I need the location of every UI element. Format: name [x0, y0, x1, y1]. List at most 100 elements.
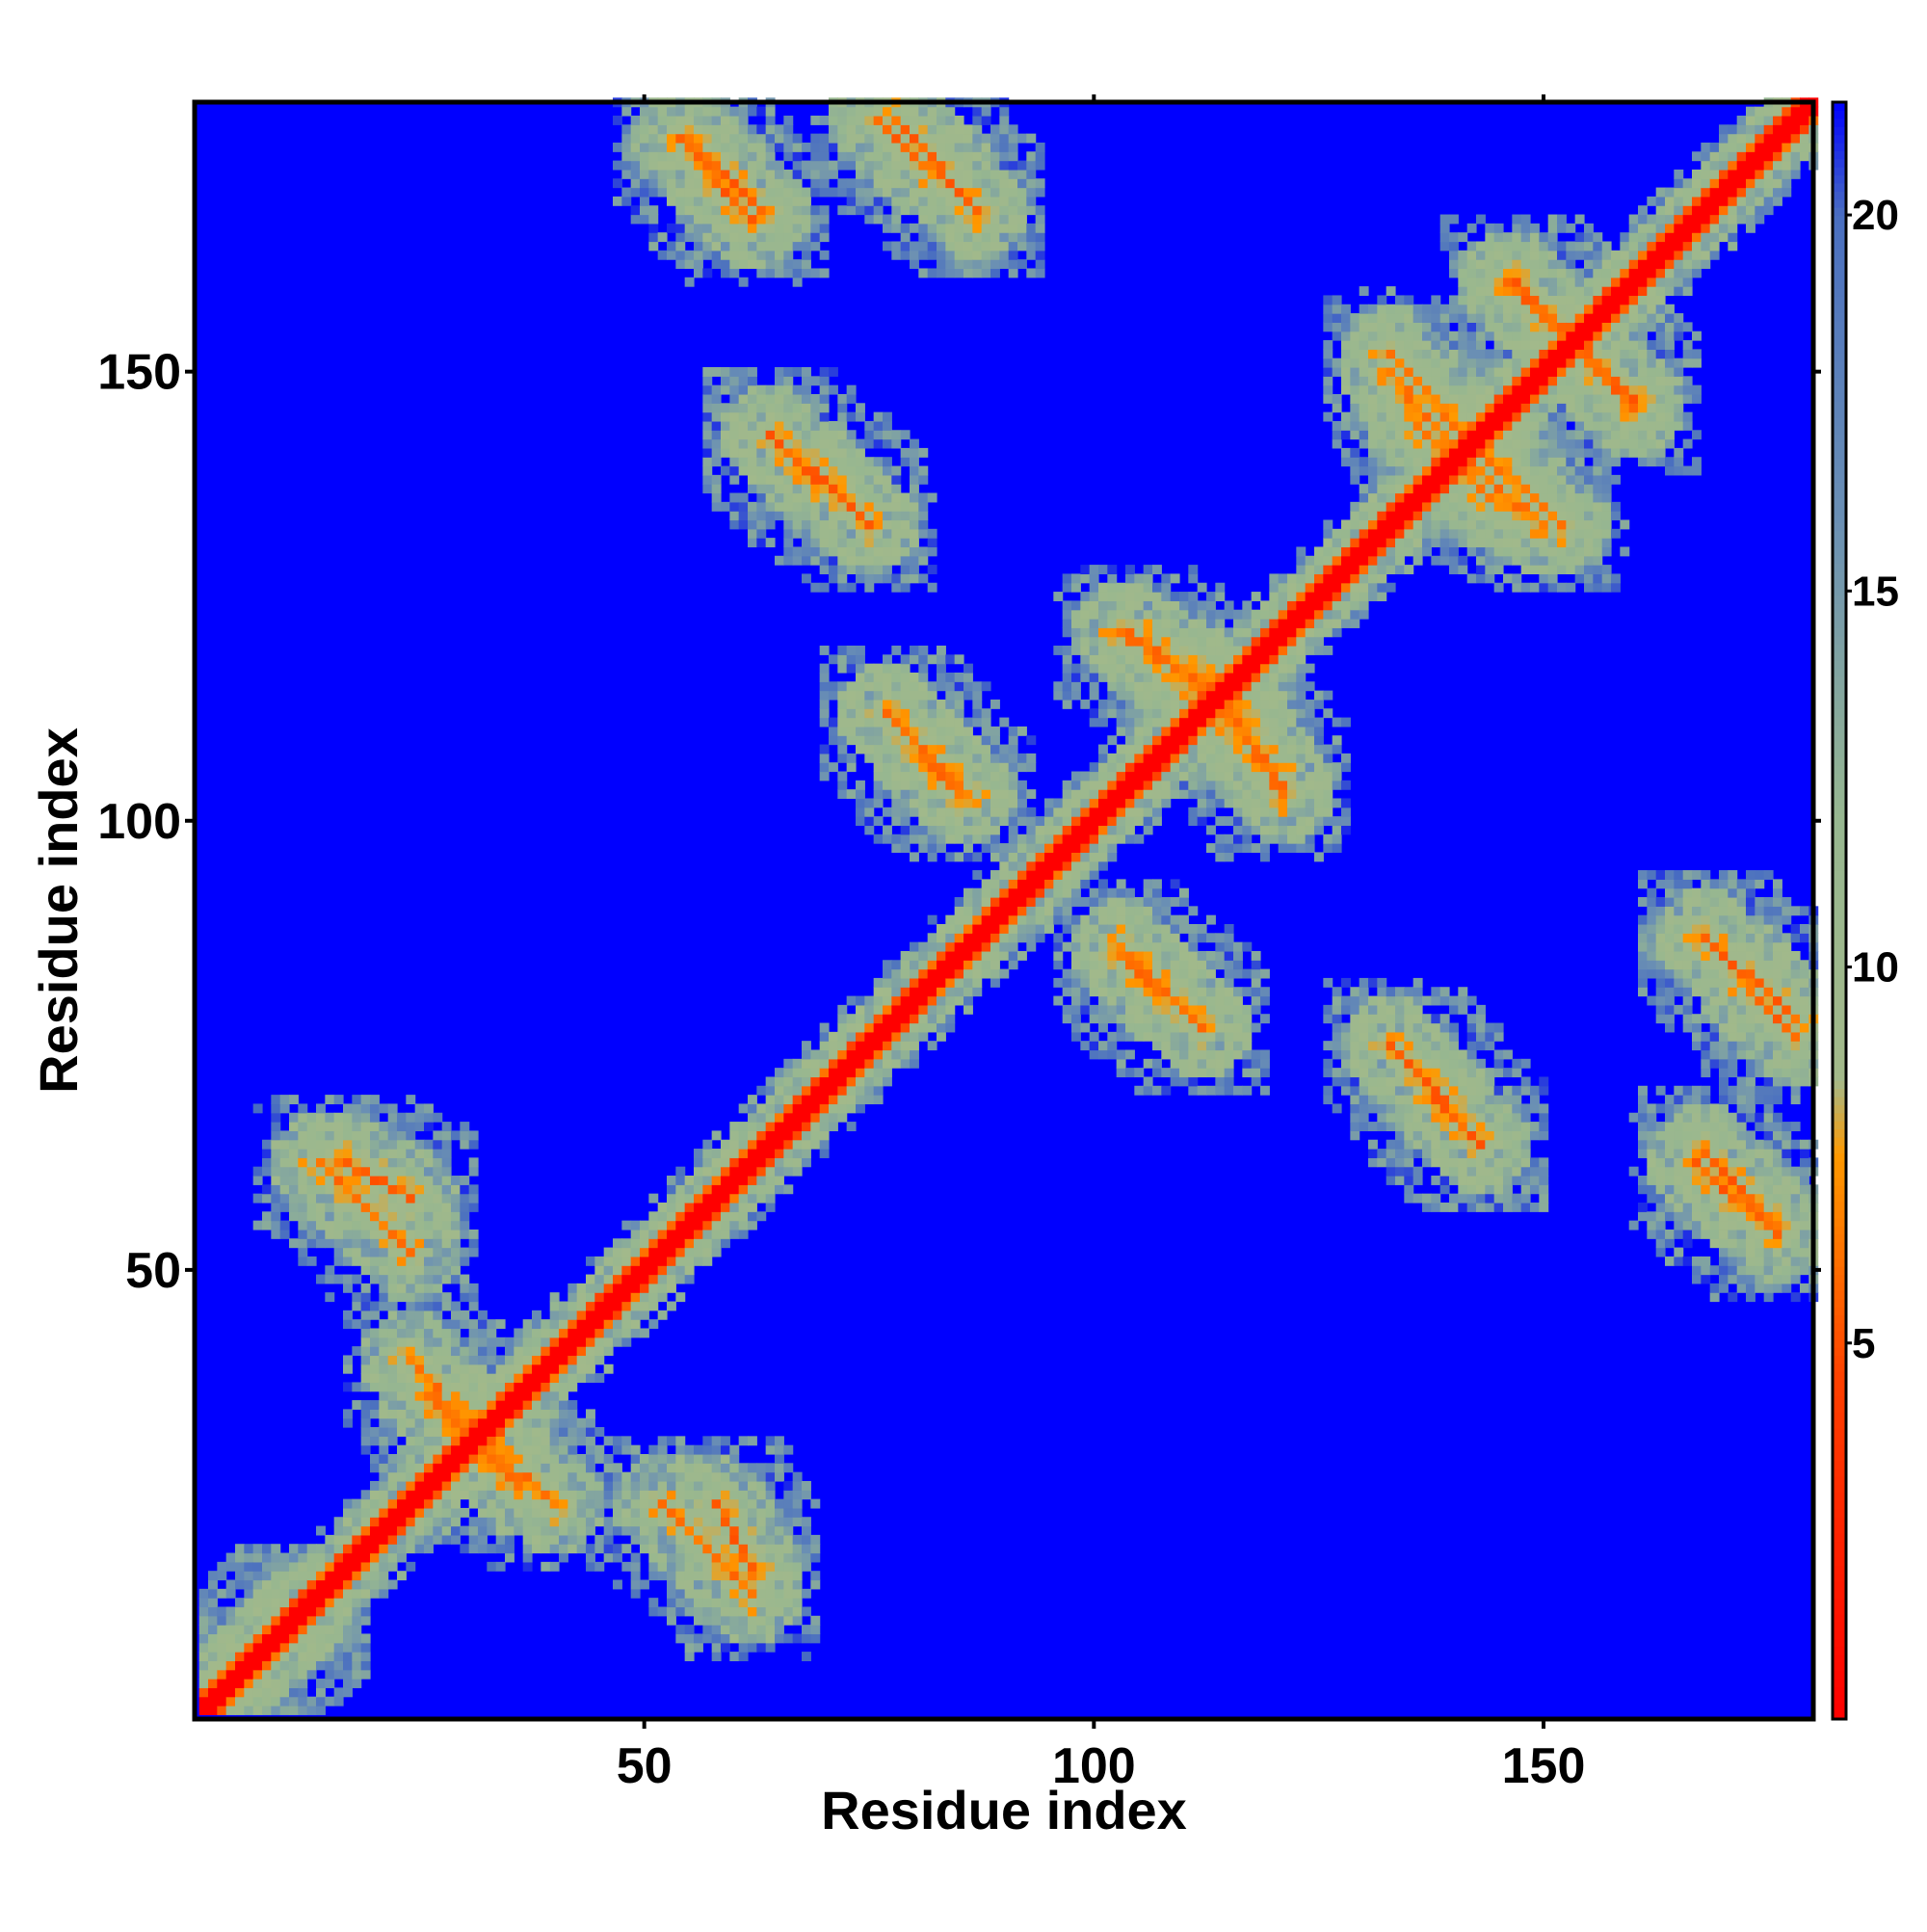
heatmap-cell [756, 205, 767, 216]
heatmap-cell [990, 232, 1000, 243]
heatmap-cell [738, 1588, 749, 1599]
heatmap-cell [298, 1112, 308, 1123]
heatmap-cell [1152, 690, 1162, 701]
heatmap-cell [1071, 923, 1081, 934]
heatmap-cell [783, 1498, 794, 1509]
heatmap-cell [1170, 1004, 1180, 1015]
heatmap-cell [783, 133, 794, 144]
heatmap-cell [306, 1633, 317, 1644]
heatmap-cell [1188, 573, 1199, 584]
heatmap-cell [1161, 1004, 1172, 1015]
heatmap-cell [748, 403, 757, 413]
heatmap-cell [522, 1417, 533, 1428]
heatmap-cell [721, 376, 730, 386]
heatmap-cell [765, 214, 776, 225]
heatmap-cell [621, 1498, 632, 1509]
heatmap-cell [802, 1561, 811, 1572]
heatmap-cell [478, 1390, 488, 1401]
heatmap-cell [495, 1373, 506, 1384]
heatmap-cell [981, 762, 991, 773]
heatmap-cell [999, 196, 1010, 206]
heatmap-cell [640, 1471, 649, 1482]
heatmap-cell [873, 987, 884, 997]
heatmap-cell [468, 1525, 479, 1536]
heatmap-cell [1197, 780, 1207, 790]
heatmap-cell [918, 573, 929, 584]
heatmap-cell [900, 843, 911, 853]
heatmap-cell [1116, 950, 1126, 961]
heatmap-cell [478, 1310, 488, 1320]
heatmap-cell [829, 565, 838, 575]
heatmap-cell [1188, 950, 1199, 961]
heatmap-cell [235, 1571, 245, 1581]
heatmap-cell [792, 492, 803, 503]
heatmap-cell [864, 681, 875, 692]
heatmap-cell [900, 205, 911, 216]
heatmap-cell [648, 1256, 659, 1266]
heatmap-cell [1125, 914, 1135, 925]
heatmap-cell [460, 1363, 470, 1374]
heatmap-cell [675, 1292, 686, 1303]
heatmap-cell [532, 1409, 541, 1419]
heatmap-cell [1035, 268, 1045, 278]
heatmap-cell [729, 367, 740, 377]
heatmap-cell [424, 1544, 434, 1554]
heatmap-cell [594, 1256, 605, 1266]
heatmap-cell [316, 1122, 326, 1131]
heatmap-cell [748, 1517, 757, 1527]
heatmap-cell [487, 1409, 497, 1419]
heatmap-cell [702, 133, 713, 144]
heatmap-cell [225, 1660, 236, 1671]
heatmap-cell [433, 1382, 443, 1392]
heatmap-cell [1143, 744, 1153, 754]
heatmap-cell [648, 1606, 659, 1617]
heatmap-cell [325, 1139, 335, 1150]
heatmap-cell [1170, 619, 1180, 628]
heatmap-cell [981, 843, 991, 853]
heatmap-cell [972, 717, 983, 728]
heatmap-cell [684, 223, 695, 233]
heatmap-cell [837, 511, 848, 521]
heatmap-cell [829, 1095, 838, 1105]
heatmap-cell [424, 1283, 434, 1293]
heatmap-cell [1188, 663, 1199, 674]
heatmap-cell [765, 1642, 776, 1653]
heatmap-cell [972, 950, 983, 961]
heatmap-cell [379, 1409, 389, 1419]
heatmap-cell [1071, 619, 1081, 628]
heatmap-cell [451, 1436, 461, 1446]
heatmap-cell [1134, 619, 1145, 628]
heatmap-cell [945, 160, 956, 171]
heatmap-cell [343, 1579, 353, 1590]
heatmap-cell [918, 834, 929, 844]
heatmap-cell [1089, 565, 1099, 575]
heatmap-cell [514, 1436, 524, 1446]
heatmap-cell [1197, 995, 1207, 1006]
heatmap-cell [1197, 923, 1207, 934]
heatmap-cell [711, 492, 722, 503]
heatmap-cell [972, 699, 983, 709]
heatmap-cell [954, 133, 964, 144]
heatmap-cell [541, 1463, 551, 1473]
heatmap-cell [1071, 852, 1081, 862]
heatmap-cell [765, 142, 776, 152]
heatmap-cell [910, 528, 919, 539]
heatmap-cell [549, 1417, 560, 1428]
heatmap-cell [468, 1346, 479, 1357]
heatmap-cell [910, 1031, 919, 1042]
heatmap-cell [559, 1355, 568, 1365]
heatmap-cell [586, 1552, 595, 1563]
heatmap-cell [738, 1229, 749, 1239]
heatmap-cell [1089, 843, 1099, 853]
heatmap-cell [1179, 968, 1189, 979]
heatmap-cell [910, 726, 919, 736]
heatmap-cell [478, 1319, 488, 1330]
heatmap-cell [990, 843, 1000, 853]
heatmap-cell [1053, 933, 1064, 943]
heatmap-cell [918, 1014, 929, 1024]
heatmap-cell [900, 142, 911, 152]
heatmap-cell [594, 1337, 605, 1347]
heatmap-cell [738, 465, 749, 476]
heatmap-cell [891, 834, 902, 844]
heatmap-cell [891, 241, 902, 251]
